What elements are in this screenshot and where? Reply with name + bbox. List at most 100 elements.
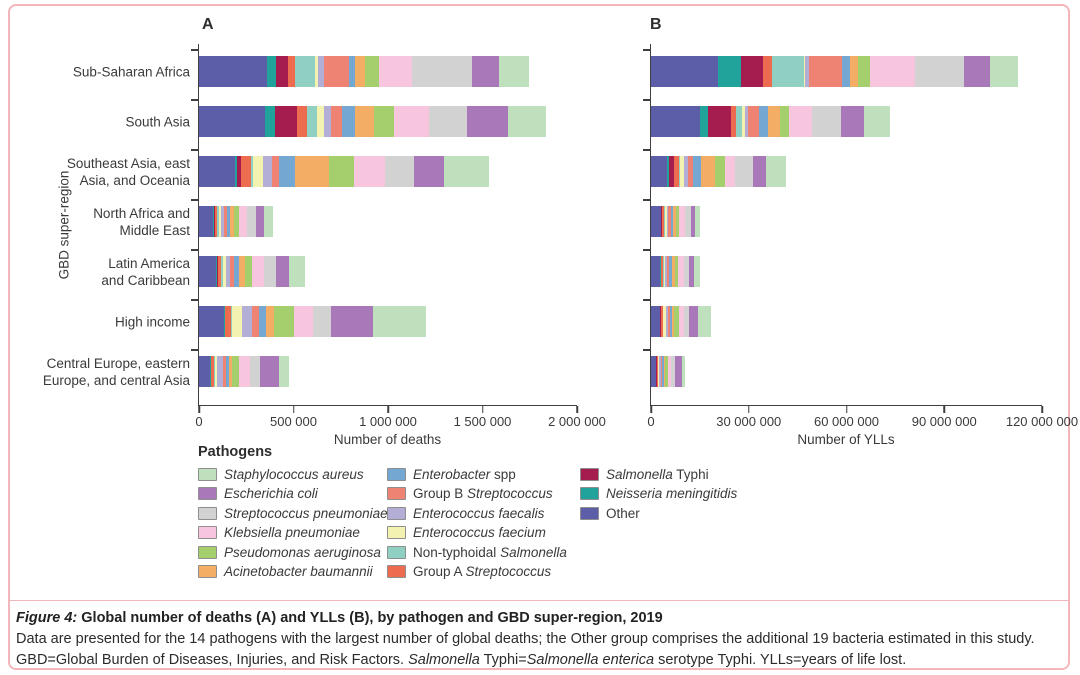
figure-caption: Figure 4: Global number of deaths (A) an… <box>16 608 1064 671</box>
x-axis-tick <box>1041 406 1043 413</box>
legend-label: Klebsiella pneumoniae <box>224 525 360 541</box>
bar-segment <box>222 256 226 287</box>
caption-divider <box>10 600 1068 601</box>
bar-segment <box>230 306 232 337</box>
bar-segment <box>224 206 228 237</box>
y-axis-tick <box>191 299 198 301</box>
bar-segment <box>689 256 695 287</box>
bar-segment <box>199 206 213 237</box>
bar-segment <box>744 106 749 137</box>
legend-swatch <box>198 506 217 520</box>
bar-segment <box>234 156 237 187</box>
legend-item: Non-typhoidal Salmonella <box>387 545 567 560</box>
bar-segment <box>717 56 741 87</box>
bar-segment <box>210 356 214 387</box>
bar-segment <box>225 256 230 287</box>
bar-segment <box>665 206 667 237</box>
bar-segment <box>679 156 681 187</box>
bar-segment <box>428 106 467 137</box>
caption-title-text: Global number of deaths (A) and YLLs (B)… <box>77 610 663 626</box>
bar-segment <box>267 56 277 87</box>
bar-segment <box>289 256 306 287</box>
legend-label: Group A Streptococcus <box>413 564 552 580</box>
bar-segment <box>651 206 661 237</box>
bar-segment <box>858 56 870 87</box>
bar-segment <box>199 256 216 287</box>
bar-segment <box>307 106 318 137</box>
bar-segment <box>323 56 350 87</box>
bar-segment <box>677 256 684 287</box>
bar-segment <box>232 356 239 387</box>
bar-segment <box>240 156 251 187</box>
bar-segment <box>278 156 295 187</box>
bar-segment <box>915 56 965 87</box>
bar-segment <box>674 256 678 287</box>
bar-segment <box>690 206 696 237</box>
bar-segment <box>498 56 529 87</box>
bar-segment <box>214 356 217 387</box>
bar-segment <box>259 356 279 387</box>
bar-segment <box>236 156 241 187</box>
stacked-bar <box>651 306 1042 337</box>
bar-segment <box>748 106 760 137</box>
bar-segment <box>278 356 289 387</box>
legend-item: Enterobacter spp <box>387 467 567 482</box>
legend-column-2: Enterobacter spp Group B Streptococcus Ent… <box>387 467 567 584</box>
bar-segment <box>863 106 890 137</box>
bar-segment <box>788 106 812 137</box>
x-axis-tick-label: 60 000 000 <box>813 414 880 429</box>
bar-segment <box>840 106 864 137</box>
bar-segment <box>212 206 214 237</box>
bar-segment <box>224 306 231 337</box>
bar-segment <box>508 106 547 137</box>
stacked-bar <box>199 306 577 337</box>
bar-segment <box>365 56 380 87</box>
y-axis-tick <box>191 99 198 101</box>
bar-segment <box>651 356 656 387</box>
bar-segment <box>671 356 675 387</box>
legend-swatch <box>198 467 217 481</box>
bar-segment <box>804 56 806 87</box>
bar-segment <box>234 206 240 237</box>
bar-segment <box>698 306 712 337</box>
bar-segment <box>229 356 233 387</box>
bar-segment <box>666 256 670 287</box>
legend-label: Enterococcus faecalis <box>413 505 545 521</box>
bar-segment <box>276 56 288 87</box>
panel-b-label: B <box>650 16 662 33</box>
bar-segment <box>811 106 841 137</box>
bar-segment <box>663 256 665 287</box>
caption-text-part: Salmonella enterica <box>526 652 655 668</box>
bar-segment <box>674 306 680 337</box>
legend-item: Enterococcus faecalis <box>387 506 567 521</box>
bar-segment <box>753 156 767 187</box>
bar-segment <box>213 206 215 237</box>
bar-segment <box>670 306 673 337</box>
bar-segment <box>651 306 661 337</box>
bar-segment <box>681 356 686 387</box>
bar-segment <box>808 56 842 87</box>
legend-column-1: Staphylococcus aureus Escherichia coli Str… <box>198 467 388 584</box>
bar-segment <box>667 156 669 187</box>
bar-segment <box>216 356 223 387</box>
legend-item: Other <box>580 506 737 521</box>
bar-segment <box>274 106 298 137</box>
x-axis-tick-label: 90 000 000 <box>911 414 977 429</box>
legend-label: Escherichia coli <box>224 486 318 502</box>
legend-swatch <box>580 506 599 520</box>
x-axis-tick <box>387 406 389 413</box>
bar-segment <box>443 156 489 187</box>
legend-label: Salmonella Typhi <box>606 466 709 482</box>
bar-segment <box>354 156 386 187</box>
bar-segment <box>385 156 415 187</box>
legend-swatch <box>387 565 406 579</box>
stacked-bar <box>199 56 577 87</box>
bar-segment <box>668 206 671 237</box>
caption-text-part: Typhi= <box>479 652 527 668</box>
panel-b-plot: 0 30 000 000 60 000 000 90 000 000 120 000 0… <box>643 44 1078 429</box>
bar-segment <box>663 206 666 237</box>
bar-segment <box>665 306 669 337</box>
region-label: Sub-Saharan Africa <box>72 64 190 79</box>
bar-segment <box>214 206 217 237</box>
bar-segment <box>669 256 672 287</box>
